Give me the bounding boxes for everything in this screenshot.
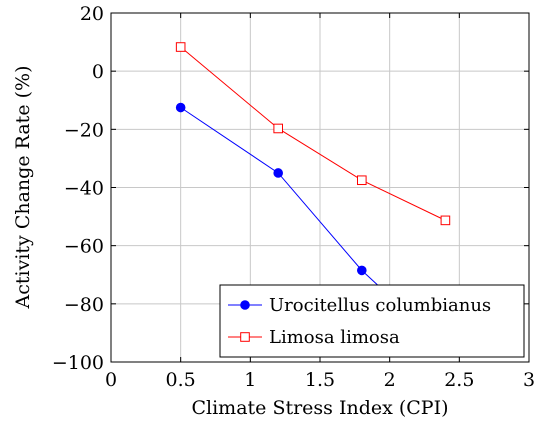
legend-label: Limosa limosa: [269, 327, 400, 348]
legend-label: Urocitellus columbianus: [269, 295, 491, 316]
legend-marker: [240, 300, 250, 310]
data-point: [357, 265, 367, 276]
axis-tick-labels: 0 0.5 1 1.5 2 2.5 3 −100 −80 −60 −40 −20 0 20: [52, 3, 535, 391]
legend-marker: [240, 332, 250, 342]
y-tick-label: 20: [80, 3, 104, 25]
y-tick-label: −20: [64, 119, 104, 141]
series-line-1: [180, 46, 446, 221]
x-axis-title: Climate Stress Index (CPI): [191, 397, 448, 419]
x-tick-label: 0.5: [166, 369, 196, 391]
y-tick-label: −40: [64, 178, 104, 200]
axis-ticks: [110, 12, 530, 363]
y-axis-title: Activity Change Rate (%): [12, 66, 34, 310]
x-tick-label: 3: [523, 369, 535, 391]
y-tick-label: 0: [92, 61, 104, 83]
y-tick-label: −100: [52, 352, 104, 374]
y-tick-label: −80: [64, 294, 104, 316]
x-tick-label: 2: [384, 369, 396, 391]
data-point: [273, 168, 284, 178]
data-point: [175, 42, 186, 52]
x-tick-label: 1.5: [305, 369, 335, 391]
legend-box: [219, 284, 525, 358]
data-point: [440, 215, 451, 226]
x-tick-label: 0: [105, 369, 117, 391]
legend: Urocitellus columbianus Limosa limosa: [219, 284, 525, 358]
data-point: [357, 175, 367, 186]
x-tick-label: 2.5: [444, 369, 474, 391]
x-tick-label: 1: [244, 369, 256, 391]
data-point: [273, 123, 283, 134]
data-point: [175, 102, 186, 113]
y-tick-label: −60: [64, 236, 104, 258]
